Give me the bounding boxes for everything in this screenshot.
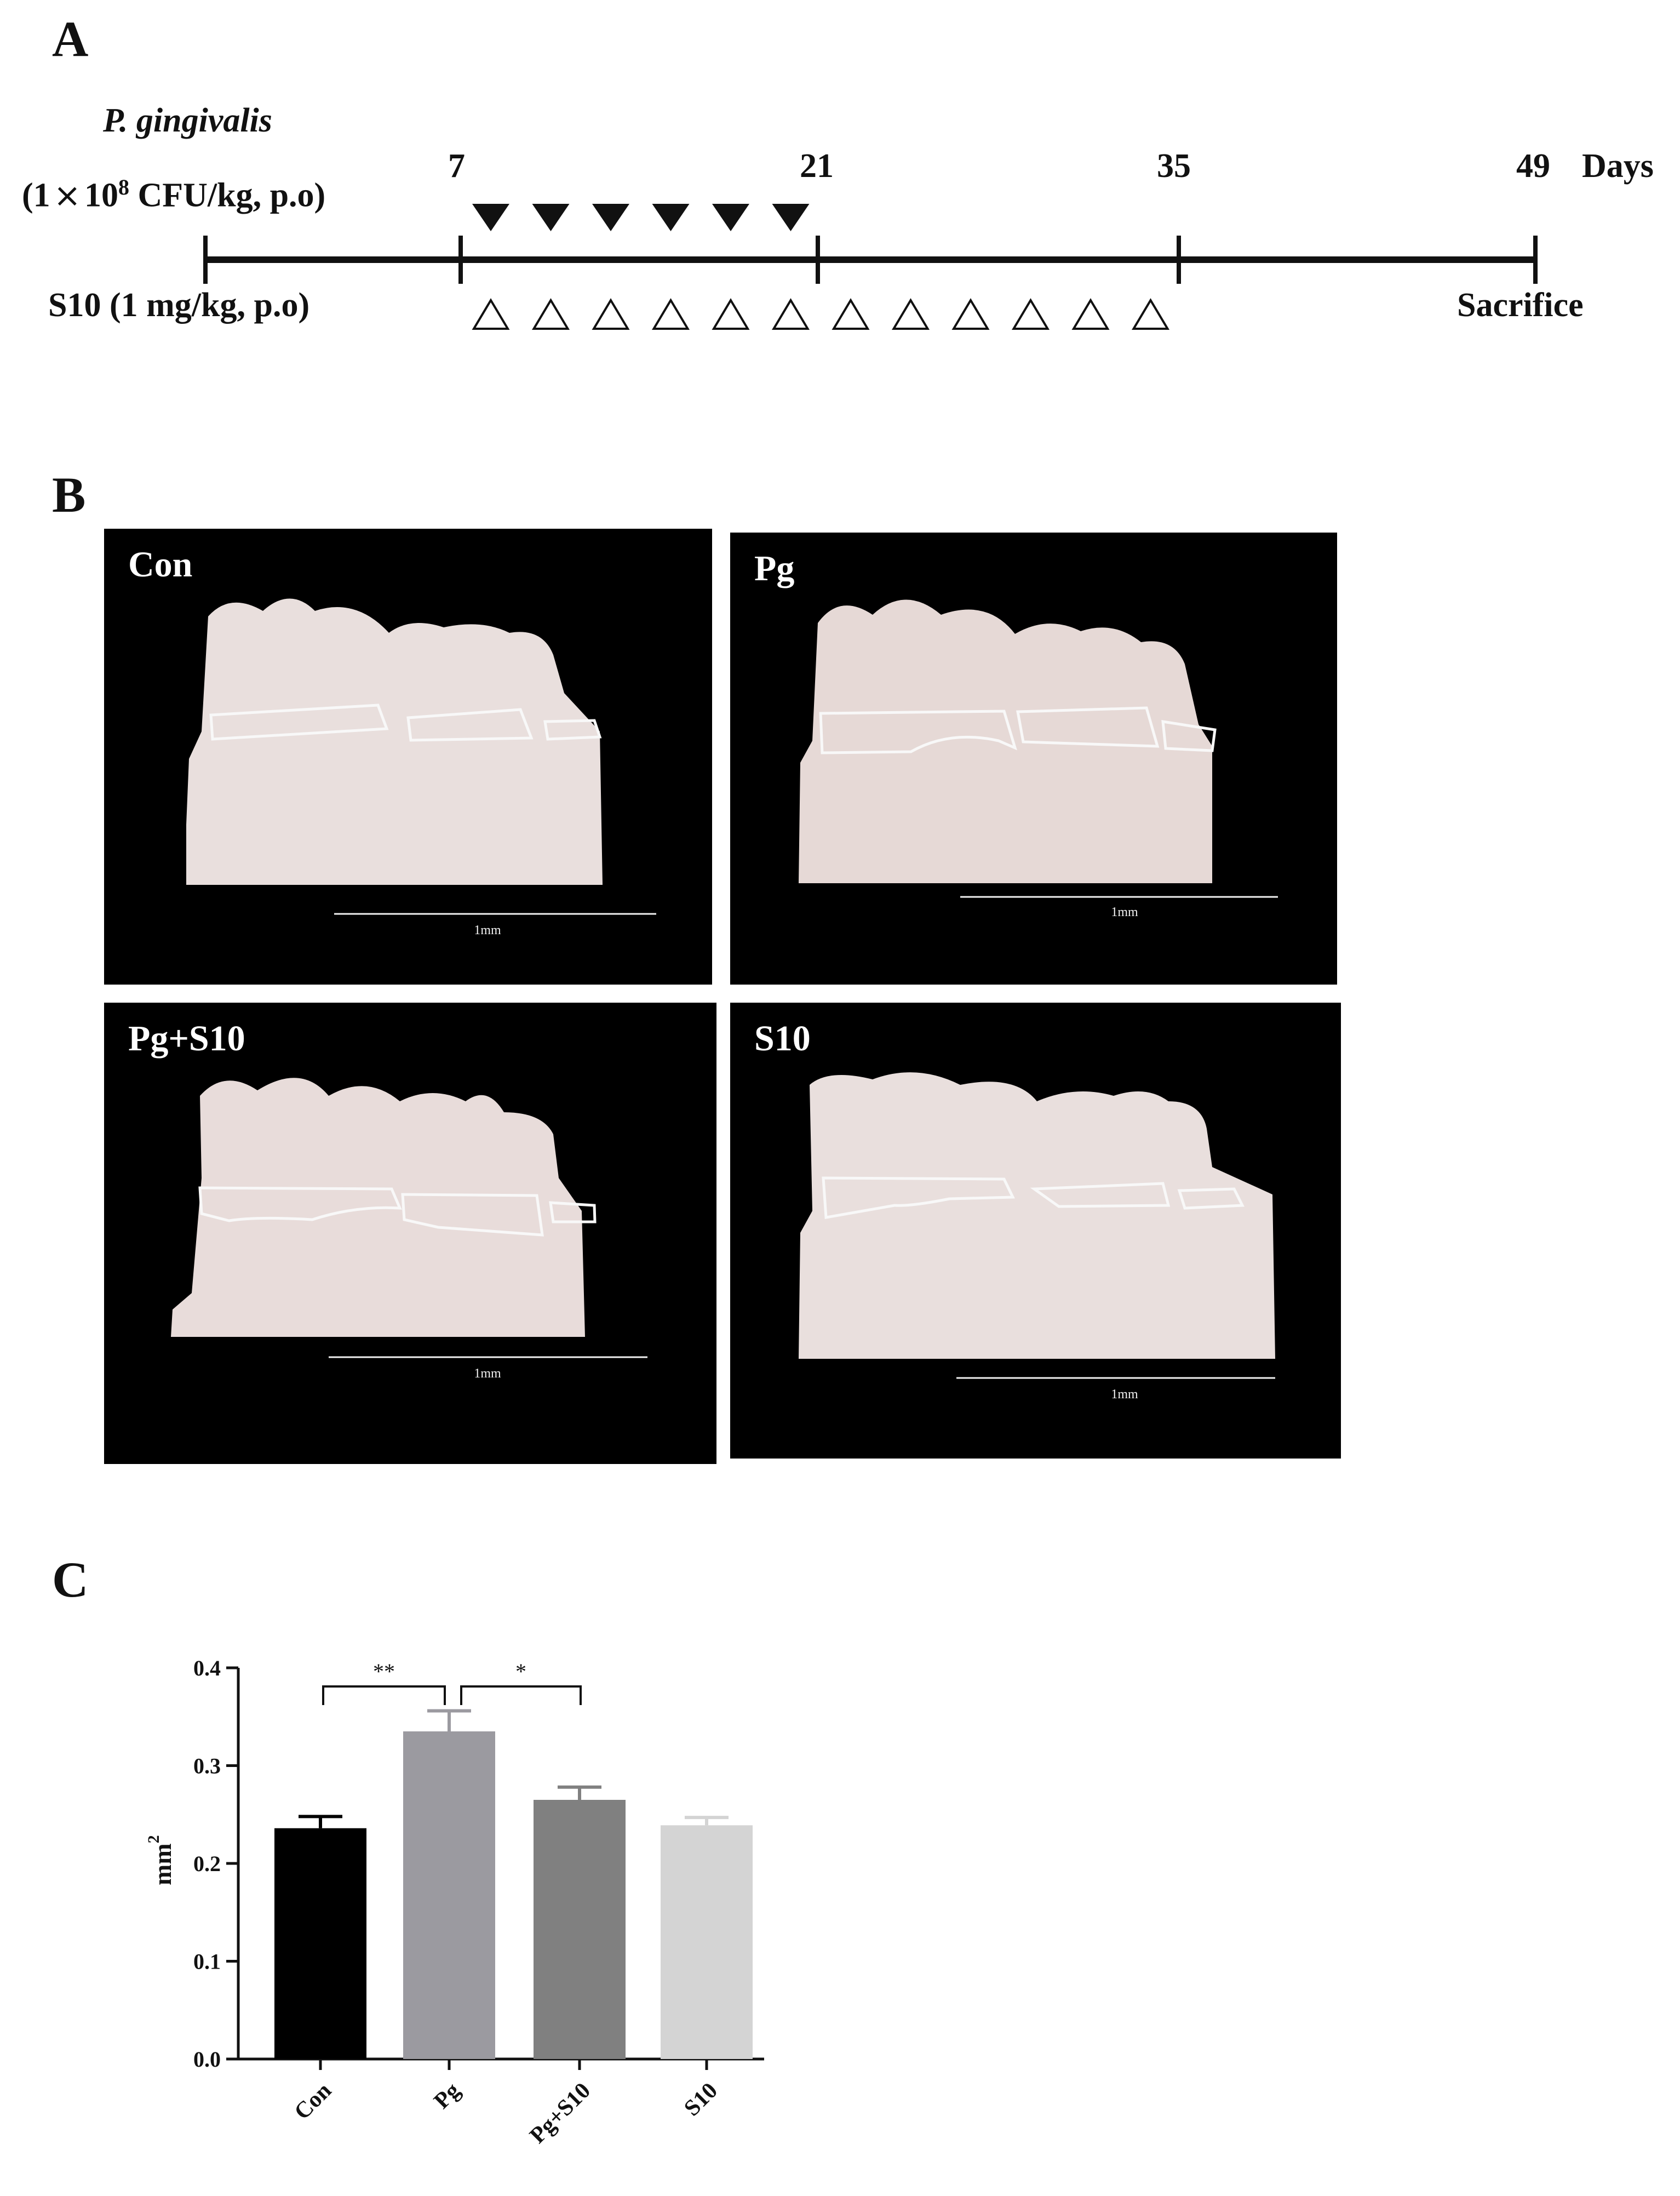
jaw-con: 1mm — [186, 598, 656, 937]
chart-labels: Con Pg Pg+S10 S10 — [290, 2078, 723, 2149]
timeline-axis — [203, 204, 1538, 330]
s10-dose-marker — [1071, 298, 1110, 330]
times-sign: × — [53, 176, 81, 215]
y-axis-label-exponent: 2 — [145, 1835, 163, 1843]
panel-a-label: A — [52, 11, 89, 67]
microct-con: Con 1mm — [104, 529, 712, 985]
bar-pg — [403, 1731, 495, 2059]
days-unit-label: Days — [1582, 147, 1654, 185]
day-21: 21 — [800, 147, 834, 185]
microct-s10: S10 1mm — [730, 1003, 1341, 1459]
agent-dose: (1 ×108 CFU/kg, p.o) — [22, 174, 325, 215]
y-tick-label: 0.2 — [193, 1851, 221, 1876]
jaw-s10: 1mm — [799, 1072, 1275, 1402]
pg-dose-marker — [772, 204, 810, 231]
bar-con — [274, 1828, 366, 2059]
panel-c-label: C — [52, 1552, 89, 1608]
microct-pg-label: Pg — [754, 548, 795, 588]
y-tick-label: 0.4 — [193, 1656, 221, 1680]
microct-pg-scale: 1mm — [1111, 905, 1138, 919]
day-7: 7 — [448, 147, 465, 185]
day-49: 49 — [1516, 147, 1550, 185]
s10-dose-marker — [1011, 298, 1050, 330]
y-axis-label: mm2 — [145, 1835, 176, 1885]
x-tick-label: Con — [290, 2078, 336, 2125]
significance-bracket — [322, 1685, 446, 1705]
pg-dose-marker — [652, 204, 690, 231]
bar-s10 — [661, 1825, 753, 2059]
pg-dose-marker — [532, 204, 570, 231]
s10-dose-marker — [771, 298, 810, 330]
sacrifice-label: Sacrifice — [1457, 287, 1584, 324]
microct-s10-scale: 1mm — [1111, 1387, 1138, 1402]
pg-dose-markers — [472, 204, 810, 231]
treatment-label: S10 (1 mg/kg, p.o) — [48, 287, 310, 324]
s10-dose-markers — [472, 298, 1170, 330]
significance-label: * — [515, 1659, 526, 1684]
s10-dose-marker — [592, 298, 630, 330]
dose-unit: CFU/kg, p.o) — [129, 176, 326, 214]
microct-con-scale: 1mm — [474, 923, 501, 937]
microct-pg-s10: Pg+S10 1mm — [104, 1003, 716, 1464]
microct-con-label: Con — [128, 545, 193, 585]
agent-name: P. gingivalis — [103, 102, 272, 139]
microct-pg-s10-scale: 1mm — [474, 1366, 501, 1381]
x-tick-label: S10 — [679, 2078, 723, 2121]
day-35: 35 — [1157, 147, 1191, 185]
y-tick-label: 0.3 — [193, 1754, 221, 1778]
dose-base: 10 — [84, 176, 118, 214]
panel-b-label: B — [52, 467, 86, 523]
chart-significance: ** * — [322, 1659, 582, 1705]
s10-dose-marker — [712, 298, 750, 330]
s10-dose-marker — [1131, 298, 1170, 330]
microct-s10-label: S10 — [754, 1019, 811, 1059]
x-tick-label: Pg — [429, 2078, 466, 2114]
bar-pg-s10 — [534, 1799, 626, 2059]
s10-dose-marker — [472, 298, 510, 330]
s10-dose-marker — [951, 298, 990, 330]
pg-dose-marker — [592, 204, 629, 231]
jaw-pg-s10: 1mm — [171, 1078, 647, 1381]
agent-dose-open: (1 — [22, 176, 50, 214]
y-tick-label: 0.0 — [193, 2047, 221, 2072]
microct-pg-s10-label: Pg+S10 — [128, 1019, 245, 1059]
microct-pg: Pg 1mm — [730, 533, 1337, 985]
s10-dose-marker — [891, 298, 930, 330]
jaw-pg: 1mm — [799, 599, 1278, 919]
significance-label: ** — [373, 1659, 395, 1684]
significance-bracket — [460, 1685, 582, 1705]
x-tick-label: Pg+S10 — [525, 2078, 595, 2149]
s10-dose-marker — [531, 298, 570, 330]
pg-dose-marker — [712, 204, 749, 231]
pg-dose-marker — [472, 204, 509, 231]
dose-exponent: 8 — [118, 175, 129, 199]
s10-dose-marker — [832, 298, 870, 330]
y-tick-label: 0.1 — [193, 1949, 221, 1974]
s10-dose-marker — [651, 298, 690, 330]
chart-bars — [274, 1709, 753, 2059]
